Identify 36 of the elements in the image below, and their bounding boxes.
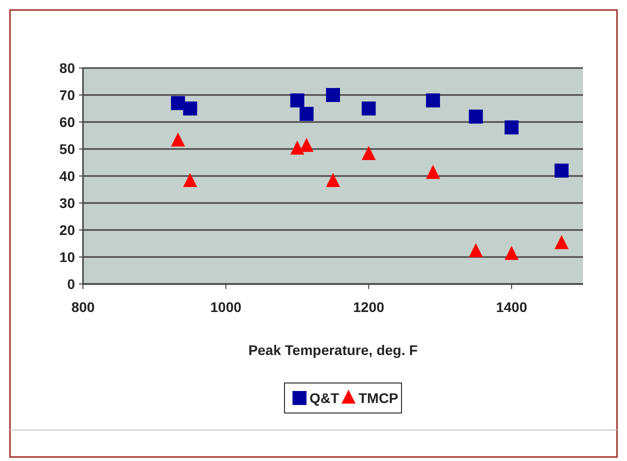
y-tick-label: 60 <box>59 114 76 130</box>
point <box>362 146 376 160</box>
point <box>554 164 569 178</box>
point <box>300 106 314 121</box>
y-tick-label: 50 <box>59 140 76 157</box>
y-tick-label: 20 <box>59 222 76 238</box>
x-axis-title: Peak Temperature, deg. F <box>248 342 418 358</box>
point <box>326 173 340 187</box>
point <box>290 93 304 108</box>
y-tick-label: 10 <box>59 248 76 265</box>
y-tick-label: 30 <box>59 194 76 211</box>
y-tick-label: 80 <box>59 60 76 76</box>
point <box>171 96 185 110</box>
point <box>504 120 519 134</box>
point <box>300 138 314 152</box>
legend-label: TMCP <box>358 390 398 406</box>
point <box>554 235 569 250</box>
y-tick-label: 70 <box>59 86 76 103</box>
point <box>426 164 440 179</box>
point <box>183 173 198 187</box>
point <box>326 88 340 102</box>
point <box>362 102 376 116</box>
point <box>183 102 198 116</box>
point <box>426 93 440 108</box>
x-tick-label: 800 <box>71 299 95 315</box>
y-tick-label: 0 <box>67 276 76 292</box>
legend-label: Q&T <box>310 390 340 406</box>
point <box>290 140 304 155</box>
x-tick-label: 1400 <box>496 299 528 315</box>
point <box>468 243 483 258</box>
point <box>504 246 519 260</box>
point <box>468 110 483 124</box>
point <box>171 132 185 146</box>
x-tick-label: 1000 <box>210 299 242 315</box>
y-tick-label: 40 <box>59 168 76 184</box>
x-tick-label: 1200 <box>353 299 384 315</box>
